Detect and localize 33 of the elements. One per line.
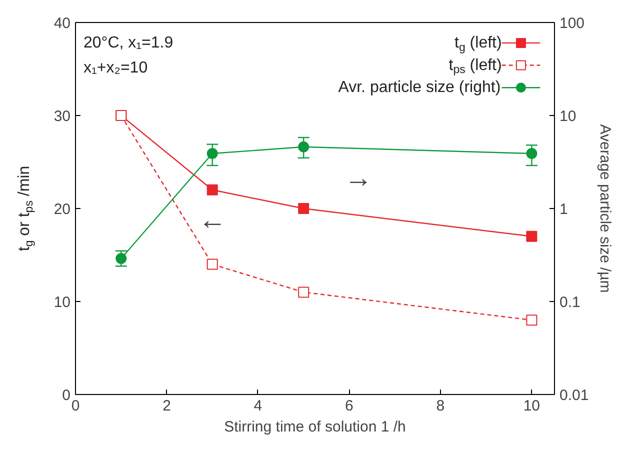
x-axis-title: Stirring time of solution 1 /h [224,418,406,436]
y2-axis-title: Average particle size /µm [596,124,614,293]
legend-label: Avr. particle size (right) [338,79,501,96]
point [526,148,538,160]
x-tick-label: 2 [162,398,171,414]
y2-tick-label: 100 [560,15,585,32]
y-tick-label: 20 [54,201,71,218]
x-tick-label: 6 [345,398,354,414]
point [206,258,218,270]
y2-tick-label: 0.01 [560,387,589,404]
x-tick-label: 4 [254,398,262,414]
point [526,230,538,242]
y2-tick-label: 10 [560,108,576,125]
point [116,253,127,264]
y2-tick-label: 0.1 [560,294,580,311]
y2-tick-label: 1 [560,201,568,218]
x-tick-label: 10 [523,398,540,414]
point [298,286,310,298]
point [206,148,218,160]
annotation: x₁+x₂=10 [84,60,148,76]
y-tick-label: 10 [54,294,71,311]
annotation: 20°C, x₁=1.9 [84,34,174,52]
annotation: ← [198,204,226,236]
y-tick-label: 0 [62,387,70,404]
point [298,141,310,152]
point [206,184,218,196]
point [526,314,538,326]
y-tick-label: 30 [54,108,71,125]
y-axis-title: tg or tps /min [16,166,36,252]
x-tick-label: 8 [436,398,445,414]
y-tick-label: 40 [54,15,71,32]
annotation: → [344,162,372,194]
point [298,203,310,214]
